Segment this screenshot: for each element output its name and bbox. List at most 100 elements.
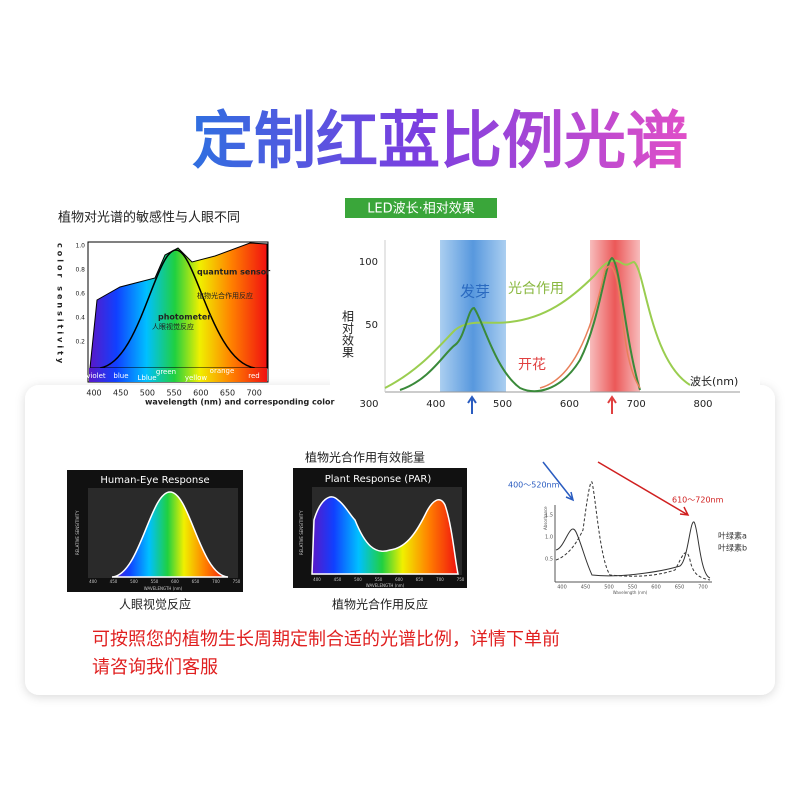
title: 定制红蓝比例光谱 xyxy=(192,104,688,177)
chlorophyll-a xyxy=(555,521,711,579)
y-tick-label: 1.0 xyxy=(75,243,85,250)
panel-title: Plant Response (PAR) xyxy=(325,474,432,485)
x-tick-label: 700 xyxy=(247,389,262,398)
x-tick-label: 650 xyxy=(192,579,200,584)
x-tick-label: 400 xyxy=(313,577,321,582)
band-label: green xyxy=(156,368,176,376)
band-label: orange xyxy=(210,367,235,375)
label: photometer xyxy=(158,313,211,322)
y-tick-label: 0.4 xyxy=(75,315,85,322)
par-curve xyxy=(311,496,459,575)
note: 可按照您的植物生长周期定制合适的光谱比例，详情下单前 xyxy=(92,629,560,650)
y-tick-label: 1.0 xyxy=(545,535,553,541)
x-tick-label: 700 xyxy=(627,399,646,410)
x-tick-label: 700 xyxy=(698,585,708,591)
legend: 叶绿素b xyxy=(718,543,747,553)
x-tick-label: 600 xyxy=(651,585,661,591)
band-label: yellow xyxy=(185,374,208,382)
x-tick-label: 500 xyxy=(354,577,362,582)
x-tick-label: 500 xyxy=(493,399,512,410)
caption: 植物对光谱的敏感性与人眼不同 xyxy=(58,210,240,226)
caption: 植物光合作用反应 xyxy=(332,597,428,612)
note: 请咨询我们客服 xyxy=(92,657,218,678)
x-tick-label: 450 xyxy=(113,389,128,398)
x-tick-label: 750 xyxy=(457,577,465,582)
band-label: blue xyxy=(113,372,128,380)
y-tick-label: 0.5 xyxy=(545,557,553,563)
label: 400～520nm xyxy=(508,481,560,490)
x-tick-label: 400 xyxy=(426,399,445,410)
caption: 人眼视觉反应 xyxy=(119,597,191,612)
x-tick-label: 700 xyxy=(436,577,444,582)
x-tick-label: 550 xyxy=(628,585,638,591)
x-tick-label: 550 xyxy=(151,579,159,584)
x-tick-label: 450 xyxy=(581,585,591,591)
label: 光合作用 xyxy=(508,281,564,297)
heading: 植物光合作用有效能量 xyxy=(305,450,425,465)
y-label: 相对效果 xyxy=(341,310,355,358)
x-tick-label: 650 xyxy=(220,389,235,398)
x-label: 波长(nm) xyxy=(690,375,738,388)
x-tick-label: 700 xyxy=(212,579,220,584)
chlorophyll-b xyxy=(555,481,711,581)
label: 人眼视觉反应 xyxy=(152,322,194,331)
tag xyxy=(345,198,497,218)
label: 610～720nm xyxy=(672,496,724,505)
x-tick-label: 650 xyxy=(675,585,685,591)
y-tick-label: 100 xyxy=(359,257,378,268)
tag-text: LED波长·相对效果 xyxy=(367,202,475,217)
y-label: color sensitivity xyxy=(56,243,65,366)
x-tick-label: 450 xyxy=(110,579,118,584)
legend: 叶绿素a xyxy=(718,531,747,541)
x-label: WAVELENGTH (nm) xyxy=(366,583,405,588)
y-tick-label: 1.5 xyxy=(545,513,553,519)
label: 发芽 xyxy=(460,283,490,301)
x-tick-label: 500 xyxy=(140,389,155,398)
x-tick-label: 450 xyxy=(334,577,342,582)
photometer-curve xyxy=(99,249,256,369)
panel-title: Human-Eye Response xyxy=(100,475,209,486)
label: 植物光合作用反应 xyxy=(197,291,253,300)
x-tick-label: 750 xyxy=(233,579,241,584)
x-label: WAVELENGTH (nm) xyxy=(144,586,183,591)
x-tick-label: 500 xyxy=(604,585,614,591)
x-tick-label: 600 xyxy=(171,579,179,584)
arrow xyxy=(607,395,617,414)
x-tick-label: 550 xyxy=(166,389,181,398)
x-tick-label: 600 xyxy=(560,399,579,410)
x-tick-label: 650 xyxy=(416,577,424,582)
x-tick-label: 550 xyxy=(375,577,383,582)
x-tick-label: 800 xyxy=(693,399,712,410)
x-tick-label: 300 xyxy=(359,399,378,410)
y-label: Absorbance xyxy=(543,506,548,530)
x-tick-label: 500 xyxy=(130,579,138,584)
x-tick-label: 400 xyxy=(89,579,97,584)
eye-curve xyxy=(111,491,229,578)
photosynthesis-curve xyxy=(384,259,691,389)
band-label: Lblue xyxy=(137,374,156,382)
arrow xyxy=(597,461,690,516)
x-label: Wavelength (nm) xyxy=(613,590,648,595)
label: quantum sensor xyxy=(197,268,270,277)
y-tick-label: 50 xyxy=(365,320,378,331)
y-tick-label: 0.6 xyxy=(75,291,85,298)
x-label: wavelength (nm) and corresponding color xyxy=(145,398,334,407)
color-bar xyxy=(89,368,267,382)
x-tick-label: 400 xyxy=(557,585,567,591)
band-label: violet xyxy=(86,372,106,380)
y-tick-label: 0.8 xyxy=(75,267,85,274)
y-tick-label: 0.2 xyxy=(75,339,85,346)
blue-band xyxy=(440,240,506,392)
label: 开花 xyxy=(518,357,546,373)
flowering-curve xyxy=(539,265,641,389)
y-label: RELATIVE SENSITIVITY xyxy=(75,510,80,555)
quantum-area xyxy=(89,242,268,369)
x-tick-label: 400 xyxy=(86,389,101,398)
arrow xyxy=(467,395,477,414)
band-label: red xyxy=(248,372,259,380)
x-tick-label: 600 xyxy=(395,577,403,582)
arrow xyxy=(542,461,575,502)
germination-curve xyxy=(399,256,641,392)
